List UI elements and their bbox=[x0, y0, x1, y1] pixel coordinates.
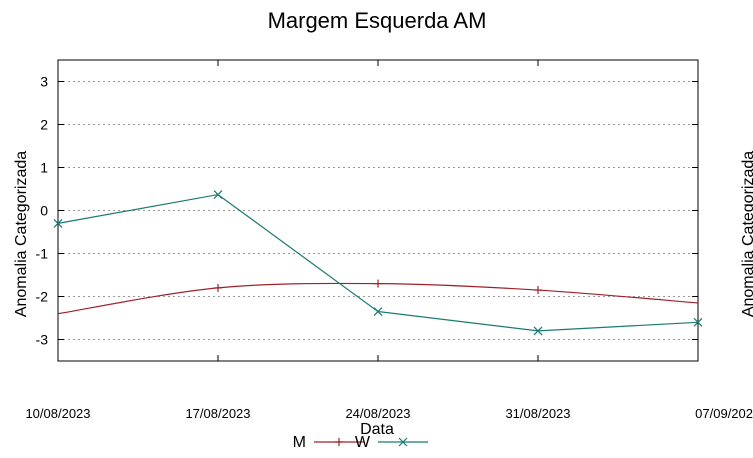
y-tick-label: 2 bbox=[40, 117, 48, 133]
y-tick-label: -2 bbox=[36, 289, 49, 305]
y-tick-label: 1 bbox=[40, 160, 48, 176]
data-point bbox=[374, 279, 382, 288]
y-tick-label: -1 bbox=[36, 246, 49, 262]
data-point bbox=[214, 283, 222, 292]
series-line-m bbox=[57, 282, 699, 315]
data-point bbox=[373, 307, 383, 316]
data-point bbox=[213, 190, 223, 200]
series-layer bbox=[53, 190, 703, 336]
data-point bbox=[398, 437, 408, 447]
y-axis-label: Anomalia Categorizada bbox=[13, 151, 30, 317]
grid-lines bbox=[58, 81, 698, 340]
data-point bbox=[693, 317, 703, 327]
y-tick-label: -3 bbox=[36, 332, 49, 348]
x-tick-label: 31/08/2023 bbox=[505, 406, 570, 421]
chart-title: Margem Esquerda AM bbox=[268, 8, 487, 33]
series-line-w bbox=[57, 193, 699, 332]
data-point bbox=[533, 326, 543, 336]
data-point bbox=[335, 438, 343, 446]
x-tick-label: 24/08/2023 bbox=[345, 406, 410, 421]
y-axis: 3 2 1 0 -1 -2 -3 bbox=[36, 74, 698, 348]
legend-label: W bbox=[355, 434, 371, 451]
x-tick-label: 10/08/2023 bbox=[25, 406, 90, 421]
data-point bbox=[534, 286, 542, 295]
right-y-axis-label-fragment: Anomalia Categorizada bbox=[740, 151, 753, 317]
data-point bbox=[53, 218, 63, 228]
x-axis: 10/08/2023 17/08/2023 24/08/2023 31/08/2023… bbox=[25, 60, 753, 421]
y-tick-label: 0 bbox=[40, 203, 48, 219]
y-tick-label: 3 bbox=[40, 74, 48, 90]
legend-label: M bbox=[293, 434, 306, 451]
x-tick-label: 07/09/202 bbox=[695, 406, 753, 421]
x-tick-label: 17/08/2023 bbox=[185, 406, 250, 421]
x-axis-label: Data bbox=[360, 421, 394, 438]
